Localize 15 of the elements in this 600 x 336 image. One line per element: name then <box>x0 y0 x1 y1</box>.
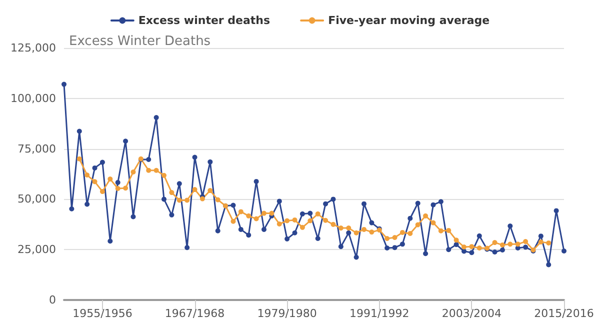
y-tick-label: 100,000 <box>10 92 56 105</box>
x-tick-label: 1979/1980 <box>257 307 317 320</box>
x-tick-label: 2015/2016 <box>534 307 594 320</box>
y-tick-label: 125,000 <box>10 42 56 54</box>
y-tick-label: 25,000 <box>18 243 56 256</box>
x-tick-label: 1955/1956 <box>72 307 132 320</box>
y-tick-label: 50,000 <box>18 192 56 206</box>
legend-label: Excess winter deaths <box>138 14 271 27</box>
x-tick-label: 1991/1992 <box>350 307 410 320</box>
x-tick-label: 1967/1968 <box>164 307 225 320</box>
chart-title: Excess Winter Deaths <box>69 34 211 49</box>
legend-label: Five-year moving average <box>328 14 490 27</box>
y-tick-label: 0 <box>49 294 56 306</box>
x-tick-label: 2003/2004 <box>442 307 502 320</box>
y-tick-label: 75,000 <box>18 142 56 156</box>
